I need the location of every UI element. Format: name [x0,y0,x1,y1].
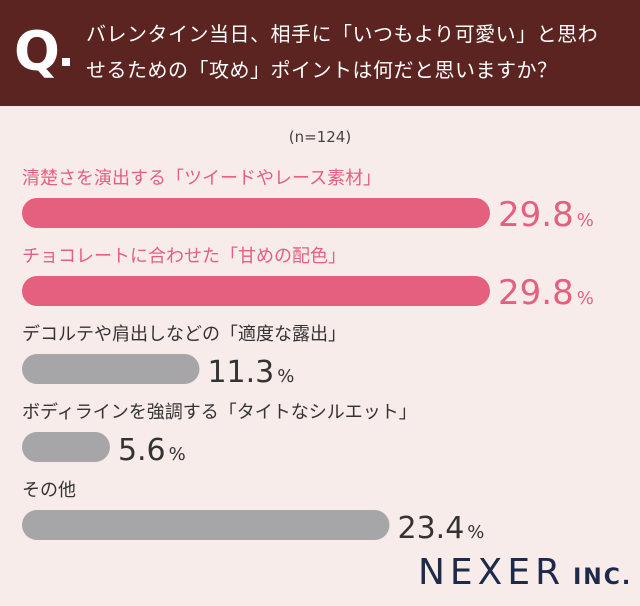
logo-sub-text: INC. [573,565,633,590]
question-mark-dot [62,58,70,66]
value-label: 23.4% [397,511,484,546]
category-label: その他 [22,480,76,501]
category-label: デコルテや肩出しなどの「適度な露出」 [22,324,346,345]
value-label: 29.8% [498,273,594,313]
category-label: 清楚さを演出する「ツイードやレース素材」 [22,168,381,189]
question-header: Q バレンタイン当日、相手に「いつもより可愛い」と思わ せるための「攻め」ポイン… [0,0,640,106]
question-text: バレンタイン当日、相手に「いつもより可愛い」と思わ せるための「攻め」ポイントは… [86,16,626,88]
bar [22,432,110,462]
category-label: チョコレートに合わせた「甘めの配色」 [22,246,346,267]
bar [22,198,490,228]
logo-main-text: NEXER [418,552,566,593]
question-line-2: せるための「攻め」ポイントは何だと思いますか？ [86,58,558,82]
value-label: 11.3% [207,355,294,390]
bar [22,276,490,306]
value-label: 29.8% [498,195,594,235]
sample-size-label: (n=124) [288,128,352,146]
question-mark: Q [14,20,60,83]
bar [22,354,200,384]
value-label: 5.6% [118,433,186,468]
bar [22,510,390,540]
bar-chart: 清楚さを演出する「ツイードやレース素材」 29.8 % チョコレートに合わせた「甘めの… [22,168,594,546]
category-label: ボディラインを強調する「タイトなシルエット」 [22,402,417,423]
question-line-1: バレンタイン当日、相手に「いつもより可愛い」と思わ [86,22,599,46]
nexer-logo: NEXER INC. [418,552,632,593]
